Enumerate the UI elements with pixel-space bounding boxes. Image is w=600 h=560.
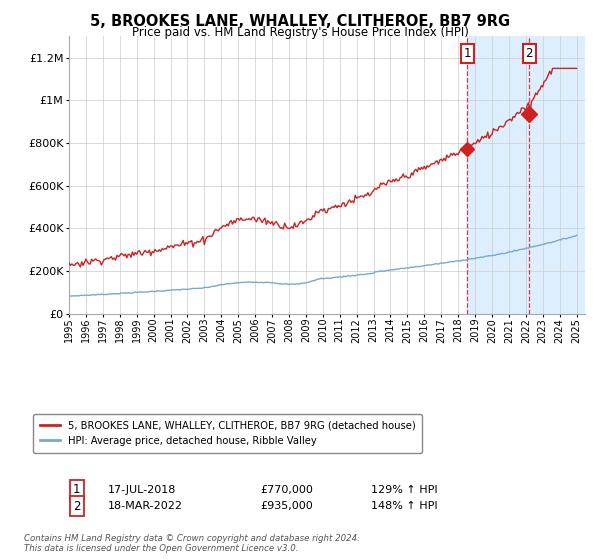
Text: Price paid vs. HM Land Registry's House Price Index (HPI): Price paid vs. HM Land Registry's House … [131, 26, 469, 39]
Text: 18-MAR-2022: 18-MAR-2022 [108, 501, 182, 511]
Bar [467, 36, 585, 314]
Text: £935,000: £935,000 [260, 501, 313, 511]
Text: 2: 2 [73, 500, 80, 513]
Text: 1: 1 [73, 483, 80, 496]
Text: £770,000: £770,000 [260, 484, 313, 494]
Text: Contains HM Land Registry data © Crown copyright and database right 2024.
This d: Contains HM Land Registry data © Crown c… [24, 534, 360, 553]
Text: 129% ↑ HPI: 129% ↑ HPI [371, 484, 437, 494]
Text: 2: 2 [526, 47, 533, 60]
Text: 1: 1 [464, 47, 471, 60]
Text: 148% ↑ HPI: 148% ↑ HPI [371, 501, 437, 511]
Legend: 5, BROOKES LANE, WHALLEY, CLITHEROE, BB7 9RG (detached house), HPI: Average pric: 5, BROOKES LANE, WHALLEY, CLITHEROE, BB7… [33, 414, 422, 452]
Text: 5, BROOKES LANE, WHALLEY, CLITHEROE, BB7 9RG: 5, BROOKES LANE, WHALLEY, CLITHEROE, BB7… [90, 14, 510, 29]
Text: 17-JUL-2018: 17-JUL-2018 [108, 484, 176, 494]
